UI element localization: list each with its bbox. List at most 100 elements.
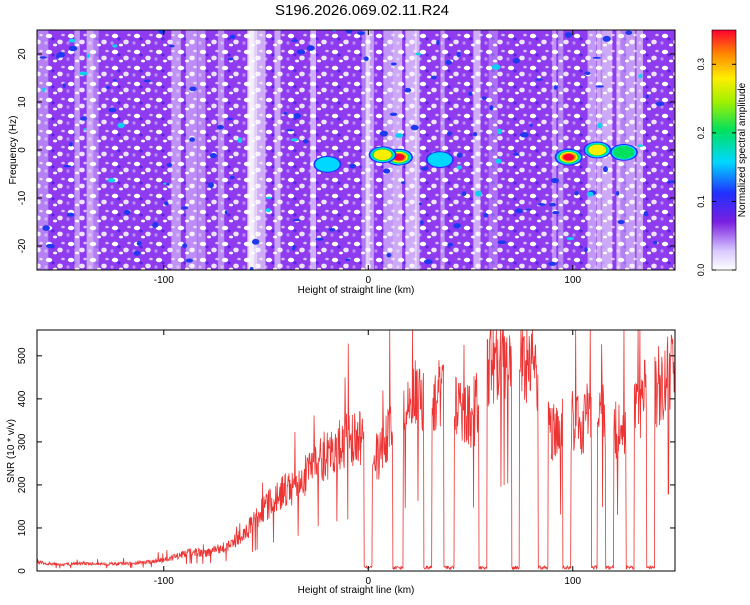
spectrogram-blob xyxy=(483,212,489,218)
snr-y-tick-label: 300 xyxy=(17,433,28,450)
snr-y-tick-label: 200 xyxy=(17,476,28,493)
spectrogram-blob xyxy=(169,44,175,48)
spectrogram-y-tick-label: -20 xyxy=(17,238,28,253)
spectrogram-blob xyxy=(513,152,520,156)
snr-y-label: SNR (10 * v/v) xyxy=(6,419,17,483)
spectrogram-y-tick-label: 10 xyxy=(17,96,28,108)
spectrogram-blob xyxy=(306,45,315,51)
spectrogram-blob xyxy=(446,131,453,136)
spectrogram-blob xyxy=(519,132,529,138)
spectrogram-blob xyxy=(42,225,50,231)
spectrogram-blob xyxy=(512,57,520,64)
spectrogram-blob xyxy=(189,137,195,142)
spectrogram-blob xyxy=(112,44,118,48)
spectrogram-blob xyxy=(461,191,467,197)
spectrogram-x-label: Height of straight line (km) xyxy=(298,285,415,296)
spectrogram-hotspots xyxy=(313,141,638,173)
spectrogram-stripe xyxy=(552,30,557,270)
spectrogram-blob xyxy=(249,267,254,270)
spectrogram-blob xyxy=(420,166,429,171)
spectrogram-blob xyxy=(400,181,405,185)
spectrogram-blob xyxy=(286,129,295,132)
spectrogram-blob xyxy=(328,227,336,232)
spectrogram-blob xyxy=(290,138,299,142)
spectrogram-blob xyxy=(617,219,625,225)
spectrogram-blob xyxy=(78,71,88,76)
spectrogram-blob xyxy=(537,203,546,206)
spectrogram-blob xyxy=(497,128,503,135)
spectrogram-blob xyxy=(292,218,301,222)
snr-y-tick-label: 100 xyxy=(17,519,28,536)
spectrogram-blob xyxy=(166,182,170,186)
spectrogram-blob xyxy=(185,258,193,263)
snr-y-tick-label: 0 xyxy=(17,568,28,574)
spectrogram-blob xyxy=(574,190,579,196)
spectrogram-blob xyxy=(386,252,392,258)
spectrogram-blob xyxy=(181,206,189,210)
spectrogram-blob xyxy=(447,242,454,247)
spectrogram-blob xyxy=(550,177,560,184)
spectrogram-blob xyxy=(265,208,271,213)
spectrogram-stripe xyxy=(440,30,445,270)
spectrogram-blob xyxy=(436,39,440,46)
spectrogram-blob xyxy=(389,112,398,117)
spectrogram-blob xyxy=(293,113,301,119)
spectrogram-stripe xyxy=(274,30,281,270)
spectrogram-blob xyxy=(237,137,243,144)
spectrogram-hotspot xyxy=(563,153,575,161)
spectrogram-blob xyxy=(602,35,611,42)
spectrogram-stripe xyxy=(37,30,49,270)
spectrogram-y-tick-label: -10 xyxy=(17,190,28,205)
snr-x-ticks: -100 0 100 xyxy=(154,330,582,587)
spectrogram-blob xyxy=(136,241,142,246)
colorbar-tick-label: 0.3 xyxy=(696,58,706,71)
spectrogram-blob xyxy=(345,258,351,261)
spectrogram-blob xyxy=(445,59,452,65)
figure-title: S196.2026.069.02.11.R24 xyxy=(275,2,449,19)
spectrogram-stripe xyxy=(310,30,317,270)
spectrogram-blob xyxy=(423,259,433,265)
spectrogram-blob xyxy=(666,180,675,184)
spectrogram-blob xyxy=(229,175,235,180)
snr-x-tick-label: 0 xyxy=(365,576,371,587)
spectrogram-blob xyxy=(166,162,173,168)
spectrogram-blob xyxy=(86,53,90,59)
spectrogram-blob xyxy=(108,107,117,113)
spectrogram-blob xyxy=(603,166,608,173)
spectrogram-blob xyxy=(208,182,214,189)
spectrogram-blob xyxy=(107,178,116,183)
spectrogram-hotspot xyxy=(588,144,607,156)
colorbar-gradient xyxy=(711,29,737,271)
spectrogram-stripe xyxy=(365,30,370,270)
spectrogram-blob xyxy=(224,210,228,215)
spectrogram-stripe xyxy=(361,30,369,270)
spectrogram-blob xyxy=(553,85,558,90)
spectrogram-blob xyxy=(363,56,369,61)
spectrogram-blob xyxy=(209,153,218,159)
spectrogram-blob xyxy=(357,31,366,36)
spectrogram-blob xyxy=(292,244,296,251)
spectrogram-blob xyxy=(525,208,532,211)
spectrogram-blob xyxy=(549,202,557,207)
spectrogram-blob xyxy=(468,91,473,97)
snr-x-label: Height of straight line (km) xyxy=(298,585,415,596)
spectrogram-hotspot xyxy=(613,146,635,159)
colorbar-tick-label: 0.0 xyxy=(696,264,706,277)
spectrogram-hotspot xyxy=(373,149,392,161)
snr-y-tick-label: 500 xyxy=(17,347,28,364)
spectrogram-y-ticks: -20 -10 0 10 20 xyxy=(17,48,675,253)
spectrogram-blob xyxy=(491,64,501,71)
snr-panel: -100 0 100 0 100 200 300 400 500 Height of stra… xyxy=(6,329,676,596)
spectrogram-stripe xyxy=(488,30,498,270)
spectrogram-stripe xyxy=(636,30,644,270)
spectrogram-blob xyxy=(391,62,397,66)
spectrogram-blob xyxy=(481,96,487,100)
spectrogram-blob xyxy=(182,243,188,249)
spectrogram-blob xyxy=(296,49,306,55)
spectrogram-stripe xyxy=(86,30,94,270)
spectrogram-blob xyxy=(62,83,66,88)
spectrogram-x-tick-label: -100 xyxy=(154,275,174,286)
spectrogram-blob xyxy=(592,56,602,59)
